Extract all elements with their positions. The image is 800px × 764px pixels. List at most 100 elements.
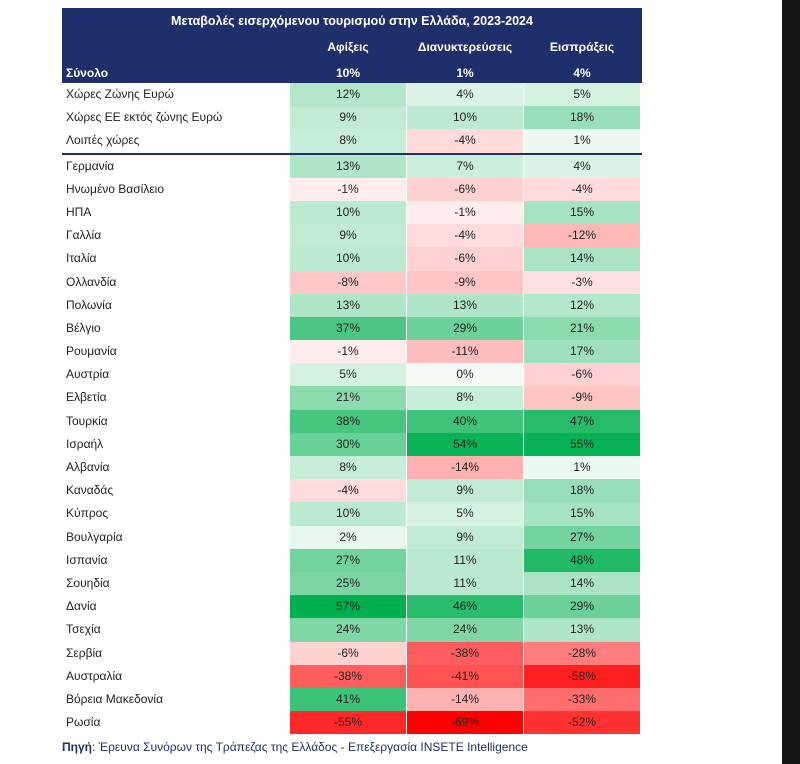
cell-arrivals: -1%	[290, 177, 406, 201]
cell-arrivals: 9%	[290, 106, 406, 130]
row-label: ΗΠΑ	[66, 204, 92, 219]
cell-overnights: 11%	[407, 548, 523, 572]
cell-receipts: 15%	[524, 200, 640, 225]
cell-overnights: -6%	[407, 247, 523, 271]
cell-overnights: 4%	[407, 83, 523, 107]
cell-receipts: 47%	[524, 409, 640, 433]
table-row: Καναδάς -4% 9% 18%	[62, 479, 642, 503]
table-row: Γαλλία 9% -4% -12%	[62, 224, 642, 248]
cell-arrivals: 5%	[290, 363, 406, 387]
row-label: Ελβετία	[66, 390, 107, 405]
table-header: Μεταβολές εισερχόμενου τουρισμού στην Ελ…	[62, 8, 642, 83]
table-row: Πολωνία 13% 13% 12%	[62, 293, 642, 317]
cell-overnights: -9%	[407, 270, 523, 294]
row-label: Ρουμανία	[66, 344, 117, 359]
table-row: Ρωσία -55% -69% -52%	[62, 711, 642, 735]
total-label: Σύνολο	[66, 66, 109, 80]
row-label: Τσεχία	[66, 622, 101, 637]
row-label: Καναδάς	[66, 483, 114, 498]
cell-receipts: -52%	[524, 711, 640, 735]
cell-overnights: -4%	[407, 224, 523, 248]
cell-receipts: 29%	[524, 595, 640, 619]
table-row: Βόρεια Μακεδονία 41% -14% -33%	[62, 687, 642, 712]
cell-overnights: 40%	[407, 409, 523, 433]
cell-receipts: -58%	[524, 664, 640, 688]
table-row: Ιταλία 10% -6% 14%	[62, 247, 642, 271]
cell-overnights: 7%	[407, 154, 523, 178]
table-row: Ισπανία 27% 11% 48%	[62, 548, 642, 572]
source-text: : Έρευνα Συνόρων της Τράπεζας της Ελλάδο…	[92, 740, 528, 754]
table-row: Ελβετία 21% 8% -9%	[62, 386, 642, 410]
cell-arrivals: 9%	[290, 224, 406, 248]
cell-overnights: 9%	[407, 479, 523, 503]
table-row: Τουρκία 38% 40% 47%	[62, 409, 642, 433]
total-arrivals: 10%	[335, 66, 361, 80]
cell-receipts: 21%	[524, 316, 640, 341]
tourism-table: Μεταβολές εισερχόμενου τουρισμού στην Ελ…	[62, 8, 642, 735]
column-header-overnights: Διανυκτερεύσεις	[417, 40, 513, 54]
cell-arrivals: -4%	[290, 479, 406, 503]
table-row: Ισραήλ 30% 54% 55%	[62, 432, 642, 456]
row-label: Βόρεια Μακεδονία	[66, 691, 164, 706]
table-row: Χώρες Ζώνης Ευρώ 12% 4% 5%	[62, 83, 642, 107]
row-label: Ιταλία	[66, 251, 97, 266]
source-label: Πηγή	[62, 740, 92, 754]
cell-receipts: 15%	[524, 502, 640, 526]
cell-arrivals: -55%	[290, 711, 406, 735]
source-note: Πηγή: Έρευνα Συνόρων της Τράπεζας της Ελ…	[62, 740, 528, 754]
cell-overnights: -4%	[407, 129, 523, 153]
cell-receipts: 1%	[524, 129, 640, 153]
cell-receipts: -6%	[524, 363, 640, 387]
table-row: Βουλγαρία 2% 9% 27%	[62, 525, 642, 549]
cell-overnights: 10%	[407, 106, 523, 130]
cell-receipts: 18%	[524, 106, 640, 130]
cell-arrivals: -1%	[290, 340, 406, 364]
cell-receipts: -12%	[524, 224, 640, 248]
row-label: Βουλγαρία	[66, 529, 123, 544]
cell-arrivals: 2%	[290, 525, 406, 549]
cell-receipts: -33%	[524, 687, 640, 712]
table-row: Ρουμανία -1% -11% 17%	[62, 340, 642, 364]
cell-overnights: 11%	[407, 571, 523, 596]
cell-receipts: -28%	[524, 641, 640, 665]
row-label: Λοιπές χώρες	[66, 133, 140, 148]
row-label: Δανία	[66, 599, 97, 614]
table-row: Γερμανία 13% 7% 4%	[62, 154, 642, 178]
row-label: Αυστραλία	[66, 668, 123, 683]
cell-receipts: 55%	[524, 432, 640, 456]
cell-overnights: -11%	[407, 340, 523, 364]
cell-overnights: 0%	[407, 363, 523, 387]
cell-overnights: 9%	[407, 525, 523, 549]
total-receipts: 4%	[573, 66, 591, 80]
cell-arrivals: 37%	[290, 316, 406, 341]
table-row: Τσεχία 24% 24% 13%	[62, 618, 642, 642]
table-row: Αυστραλία -38% -41% -58%	[62, 664, 642, 688]
country-rows: Γερμανία 13% 7% 4% Ηνωμένο Βασίλειο -1% -6% -4%…	[62, 154, 642, 735]
row-label: Πολωνία	[66, 297, 112, 312]
section-divider	[62, 152, 642, 155]
row-label: Ισραήλ	[66, 436, 104, 451]
total-overnights: 1%	[456, 66, 474, 80]
cell-receipts: 13%	[524, 618, 640, 642]
cell-overnights: -38%	[407, 641, 523, 665]
cell-arrivals: 30%	[290, 432, 406, 456]
row-label: Χώρες ΕΕ εκτός ζώνης Ευρώ	[66, 110, 223, 125]
cell-receipts: 14%	[524, 247, 640, 271]
cell-arrivals: -38%	[290, 664, 406, 688]
table-row: Αλβανία 8% -14% 1%	[62, 456, 642, 480]
row-label: Ρωσία	[66, 715, 101, 730]
table-row: Σερβία -6% -38% -28%	[62, 641, 642, 665]
cell-arrivals: 8%	[290, 456, 406, 480]
cell-receipts: 27%	[524, 525, 640, 549]
cell-receipts: 18%	[524, 479, 640, 503]
cell-arrivals: 57%	[290, 595, 406, 619]
cell-overnights: -6%	[407, 177, 523, 201]
table-row: Δανία 57% 46% 29%	[62, 595, 642, 619]
cell-overnights: -1%	[407, 200, 523, 225]
cell-arrivals: 10%	[290, 247, 406, 271]
cell-overnights: 24%	[407, 618, 523, 642]
cell-arrivals: -6%	[290, 641, 406, 665]
cell-receipts: 48%	[524, 548, 640, 572]
cell-receipts: -3%	[524, 270, 640, 294]
cell-receipts: 1%	[524, 456, 640, 480]
